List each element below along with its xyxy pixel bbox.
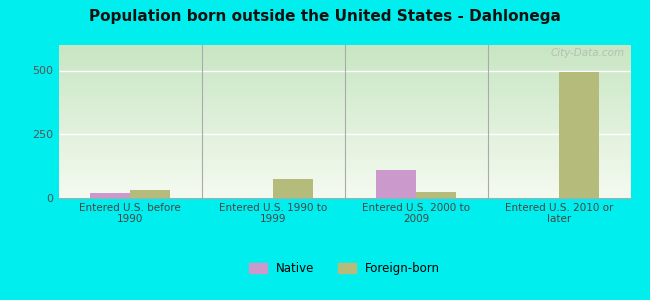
Text: Population born outside the United States - Dahlonega: Population born outside the United State… xyxy=(89,9,561,24)
Bar xyxy=(559,72,599,198)
Text: City-Data.com: City-Data.com xyxy=(551,48,625,58)
Bar xyxy=(273,179,313,198)
Bar xyxy=(376,170,416,198)
Bar xyxy=(416,192,456,198)
Bar xyxy=(90,193,130,198)
Legend: Native, Foreign-born: Native, Foreign-born xyxy=(243,256,446,281)
Bar xyxy=(130,190,170,198)
